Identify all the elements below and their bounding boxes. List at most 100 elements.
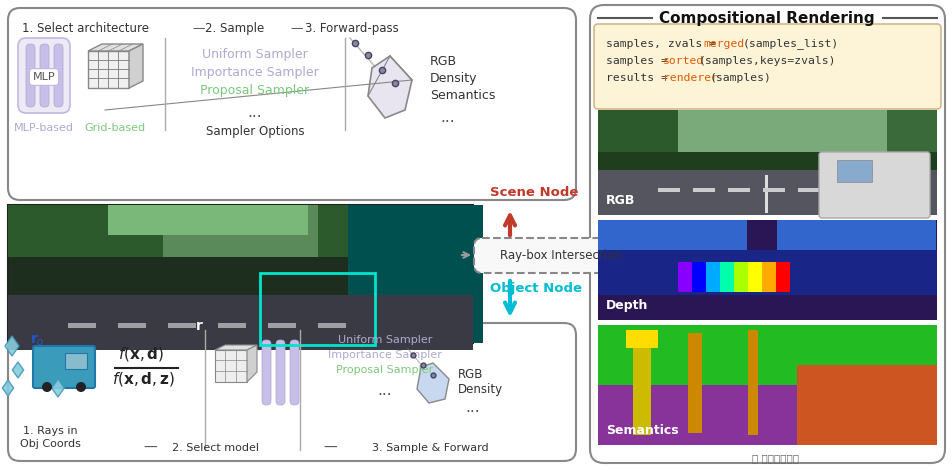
FancyBboxPatch shape xyxy=(290,340,299,405)
Bar xyxy=(88,51,129,88)
Text: Density: Density xyxy=(458,383,503,396)
Text: Ray-box Intersection: Ray-box Intersection xyxy=(500,249,622,262)
Text: Proposal Sampler: Proposal Sampler xyxy=(336,365,433,375)
Bar xyxy=(633,330,651,435)
Text: renderer: renderer xyxy=(663,73,718,83)
FancyBboxPatch shape xyxy=(26,44,35,107)
Bar xyxy=(692,262,706,292)
Bar xyxy=(118,323,146,328)
Text: 2. Sample: 2. Sample xyxy=(205,22,265,35)
Bar xyxy=(688,333,702,433)
Polygon shape xyxy=(247,345,257,382)
Text: —: — xyxy=(143,441,157,455)
Text: Compositional Rendering: Compositional Rendering xyxy=(659,10,875,25)
FancyBboxPatch shape xyxy=(40,44,49,107)
Polygon shape xyxy=(51,379,65,397)
Text: ...: ... xyxy=(378,383,392,398)
FancyBboxPatch shape xyxy=(276,340,285,405)
Text: —: — xyxy=(323,441,337,455)
Text: Object Node: Object Node xyxy=(490,282,582,295)
FancyBboxPatch shape xyxy=(819,152,930,218)
Bar xyxy=(598,110,678,152)
Bar xyxy=(837,160,872,182)
Bar xyxy=(748,262,762,292)
Bar xyxy=(598,170,937,215)
Text: ...: ... xyxy=(248,105,263,120)
Text: MLP-based: MLP-based xyxy=(14,123,74,133)
Text: ...: ... xyxy=(440,110,455,125)
Polygon shape xyxy=(215,345,257,350)
Text: results =: results = xyxy=(606,73,675,83)
FancyBboxPatch shape xyxy=(8,323,576,461)
Text: $f(\mathbf{x}, \mathbf{d})$: $f(\mathbf{x}, \mathbf{d})$ xyxy=(118,345,165,363)
Text: 1. Rays in
Obj Coords: 1. Rays in Obj Coords xyxy=(20,426,80,449)
Text: samples =: samples = xyxy=(606,56,675,66)
Bar xyxy=(598,325,937,385)
Bar xyxy=(734,262,748,292)
Text: RGB: RGB xyxy=(430,55,457,68)
FancyBboxPatch shape xyxy=(18,38,70,113)
FancyBboxPatch shape xyxy=(262,340,271,405)
Circle shape xyxy=(76,382,86,392)
Polygon shape xyxy=(368,56,412,118)
Text: 1. Select architecture: 1. Select architecture xyxy=(22,22,149,35)
Text: samples, zvals =: samples, zvals = xyxy=(606,39,723,49)
Text: $f(\mathbf{x}, \mathbf{d}, \mathbf{z})$: $f(\mathbf{x}, \mathbf{d}, \mathbf{z})$ xyxy=(112,370,175,388)
Text: —: — xyxy=(192,22,205,35)
Text: Semantics: Semantics xyxy=(430,89,495,102)
FancyBboxPatch shape xyxy=(590,5,945,463)
Text: $\mathbf{r}$: $\mathbf{r}$ xyxy=(195,319,204,333)
Text: ...: ... xyxy=(465,400,480,415)
Bar xyxy=(626,330,658,348)
Bar xyxy=(797,365,937,445)
Bar xyxy=(765,175,768,213)
Text: 3. Forward-pass: 3. Forward-pass xyxy=(305,22,399,35)
Bar xyxy=(887,110,937,152)
Polygon shape xyxy=(5,336,19,356)
FancyBboxPatch shape xyxy=(594,24,941,109)
Text: Semantics: Semantics xyxy=(606,424,679,437)
Text: Scene Node: Scene Node xyxy=(490,186,579,199)
Text: (samples): (samples) xyxy=(710,73,772,83)
Text: Uniform Sampler: Uniform Sampler xyxy=(202,48,307,61)
Text: sorted: sorted xyxy=(663,56,704,66)
Bar xyxy=(215,350,247,382)
Circle shape xyxy=(42,382,52,392)
Bar xyxy=(763,188,785,192)
Bar xyxy=(598,220,937,320)
Text: 🤖 自動運転之心: 🤖 自動運転之心 xyxy=(751,453,799,463)
Text: Importance Sampler: Importance Sampler xyxy=(191,66,319,79)
Polygon shape xyxy=(12,362,24,378)
Polygon shape xyxy=(3,380,13,396)
Text: merged: merged xyxy=(703,39,744,49)
Bar xyxy=(8,205,163,257)
Bar xyxy=(748,330,758,435)
Bar xyxy=(706,262,720,292)
Text: Uniform Sampler: Uniform Sampler xyxy=(338,335,432,345)
Bar xyxy=(762,262,776,292)
Text: 2. Select model: 2. Select model xyxy=(171,443,259,453)
Polygon shape xyxy=(88,44,143,51)
Bar xyxy=(218,323,246,328)
Text: 3. Sample & Forward: 3. Sample & Forward xyxy=(371,443,488,453)
Bar xyxy=(678,262,692,292)
FancyBboxPatch shape xyxy=(474,238,649,273)
Text: Depth: Depth xyxy=(606,299,648,312)
Bar xyxy=(798,188,820,192)
FancyBboxPatch shape xyxy=(54,44,63,107)
Text: (samples,keys=zvals): (samples,keys=zvals) xyxy=(699,56,837,66)
Bar xyxy=(348,205,483,343)
Bar xyxy=(777,220,936,250)
Text: Sampler Options: Sampler Options xyxy=(206,125,305,138)
Bar xyxy=(318,323,346,328)
Text: MLP: MLP xyxy=(32,72,55,82)
Bar xyxy=(8,295,473,350)
Text: RGB: RGB xyxy=(458,368,484,381)
Bar xyxy=(318,205,473,257)
Bar xyxy=(598,325,937,445)
Bar xyxy=(598,220,937,320)
Bar xyxy=(260,273,375,345)
Text: Proposal Sampler: Proposal Sampler xyxy=(201,84,309,97)
Text: (samples_list): (samples_list) xyxy=(743,38,840,49)
Bar xyxy=(598,110,937,152)
